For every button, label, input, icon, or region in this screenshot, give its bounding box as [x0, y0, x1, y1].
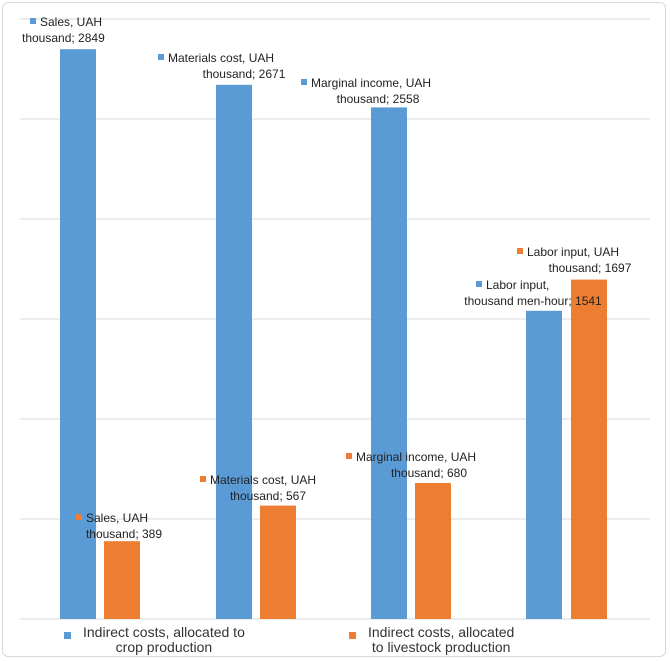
bars — [60, 49, 607, 620]
data-label-line-2: thousand men-hour; 1541 — [464, 294, 602, 308]
data-label-line-2: thousand; 2671 — [203, 67, 286, 81]
legend-label-livestock-line-2: to livestock production — [371, 639, 511, 655]
data-label-line-1: Sales, UAH — [40, 15, 102, 29]
legend-swatch-livestock — [349, 632, 356, 639]
data-label-marker — [158, 54, 164, 60]
legend-swatch-crop — [64, 632, 71, 639]
data-label-line-1: Labor input, — [486, 278, 549, 292]
data-label-marker — [76, 514, 82, 520]
data-label-line-1: Labor input, UAH — [527, 245, 619, 259]
data-label-marker — [301, 79, 307, 85]
bar-crop-2 — [216, 84, 252, 620]
data-label-line-2: thousand; 680 — [391, 466, 467, 480]
data-label-line-1: Materials cost, UAH — [210, 473, 316, 487]
bar-crop-3 — [371, 107, 407, 620]
legend-item-livestock: Indirect costs, allocated to livestock p… — [349, 625, 514, 655]
data-label-line-2: thousand; 389 — [86, 527, 162, 541]
data-label-marker — [346, 453, 352, 459]
data-label-crop-3: Marginal income, UAH thousand; 2558 — [301, 76, 431, 106]
data-label-line-1: Materials cost, UAH — [168, 51, 274, 65]
data-label-line-2: thousand; 567 — [230, 489, 306, 503]
data-label-crop-1: Sales, UAH thousand; 2849 — [22, 15, 105, 45]
bar-livestock-2 — [260, 505, 296, 619]
data-label-line-2: thousand; 1697 — [549, 261, 632, 275]
data-label-line-2: thousand; 2558 — [337, 92, 420, 106]
data-label-marker — [30, 18, 36, 24]
data-label-marker — [517, 248, 523, 254]
bar-livestock-1 — [104, 541, 140, 619]
data-label-livestock-3: Marginal income, UAH thousand; 680 — [346, 450, 476, 480]
data-label-livestock-2: Materials cost, UAH thousand; 567 — [200, 473, 316, 503]
data-labels: Sales, UAH thousand; 2849 Materials cost, … — [22, 15, 632, 541]
data-label-line-1: Marginal income, UAH — [311, 76, 431, 90]
data-label-crop-4: Labor input, thousand men-hour; 1541 — [464, 278, 602, 308]
legend-label-livestock-line-1: Indirect costs, allocated — [368, 624, 515, 640]
data-label-marker — [476, 281, 482, 287]
bar-livestock-3 — [415, 483, 451, 619]
bar-crop-4 — [526, 310, 562, 619]
data-label-livestock-1: Sales, UAH thousand; 389 — [76, 511, 162, 541]
data-label-livestock-4: Labor input, UAH thousand; 1697 — [517, 245, 632, 275]
legend: Indirect costs, allocated to crop produc… — [0, 625, 670, 659]
bar-crop-1 — [60, 49, 96, 619]
legend-label-crop: Indirect costs, allocated to crop produc… — [83, 625, 245, 655]
legend-item-crop: Indirect costs, allocated to crop produc… — [64, 625, 245, 655]
legend-label-crop-line-1: Indirect costs, allocated to — [83, 624, 245, 640]
data-label-line-1: Marginal income, UAH — [356, 450, 476, 464]
data-label-crop-2: Materials cost, UAH thousand; 2671 — [158, 51, 286, 81]
data-label-line-2: thousand; 2849 — [22, 31, 105, 45]
data-label-marker — [200, 476, 206, 482]
legend-label-crop-line-2: crop production — [115, 639, 213, 655]
bar-chart: Sales, UAH thousand; 2849 Materials cost, … — [20, 15, 650, 620]
data-label-line-1: Sales, UAH — [86, 511, 148, 525]
legend-label-livestock: Indirect costs, allocated to livestock p… — [368, 625, 514, 655]
bar-livestock-4 — [571, 279, 607, 619]
